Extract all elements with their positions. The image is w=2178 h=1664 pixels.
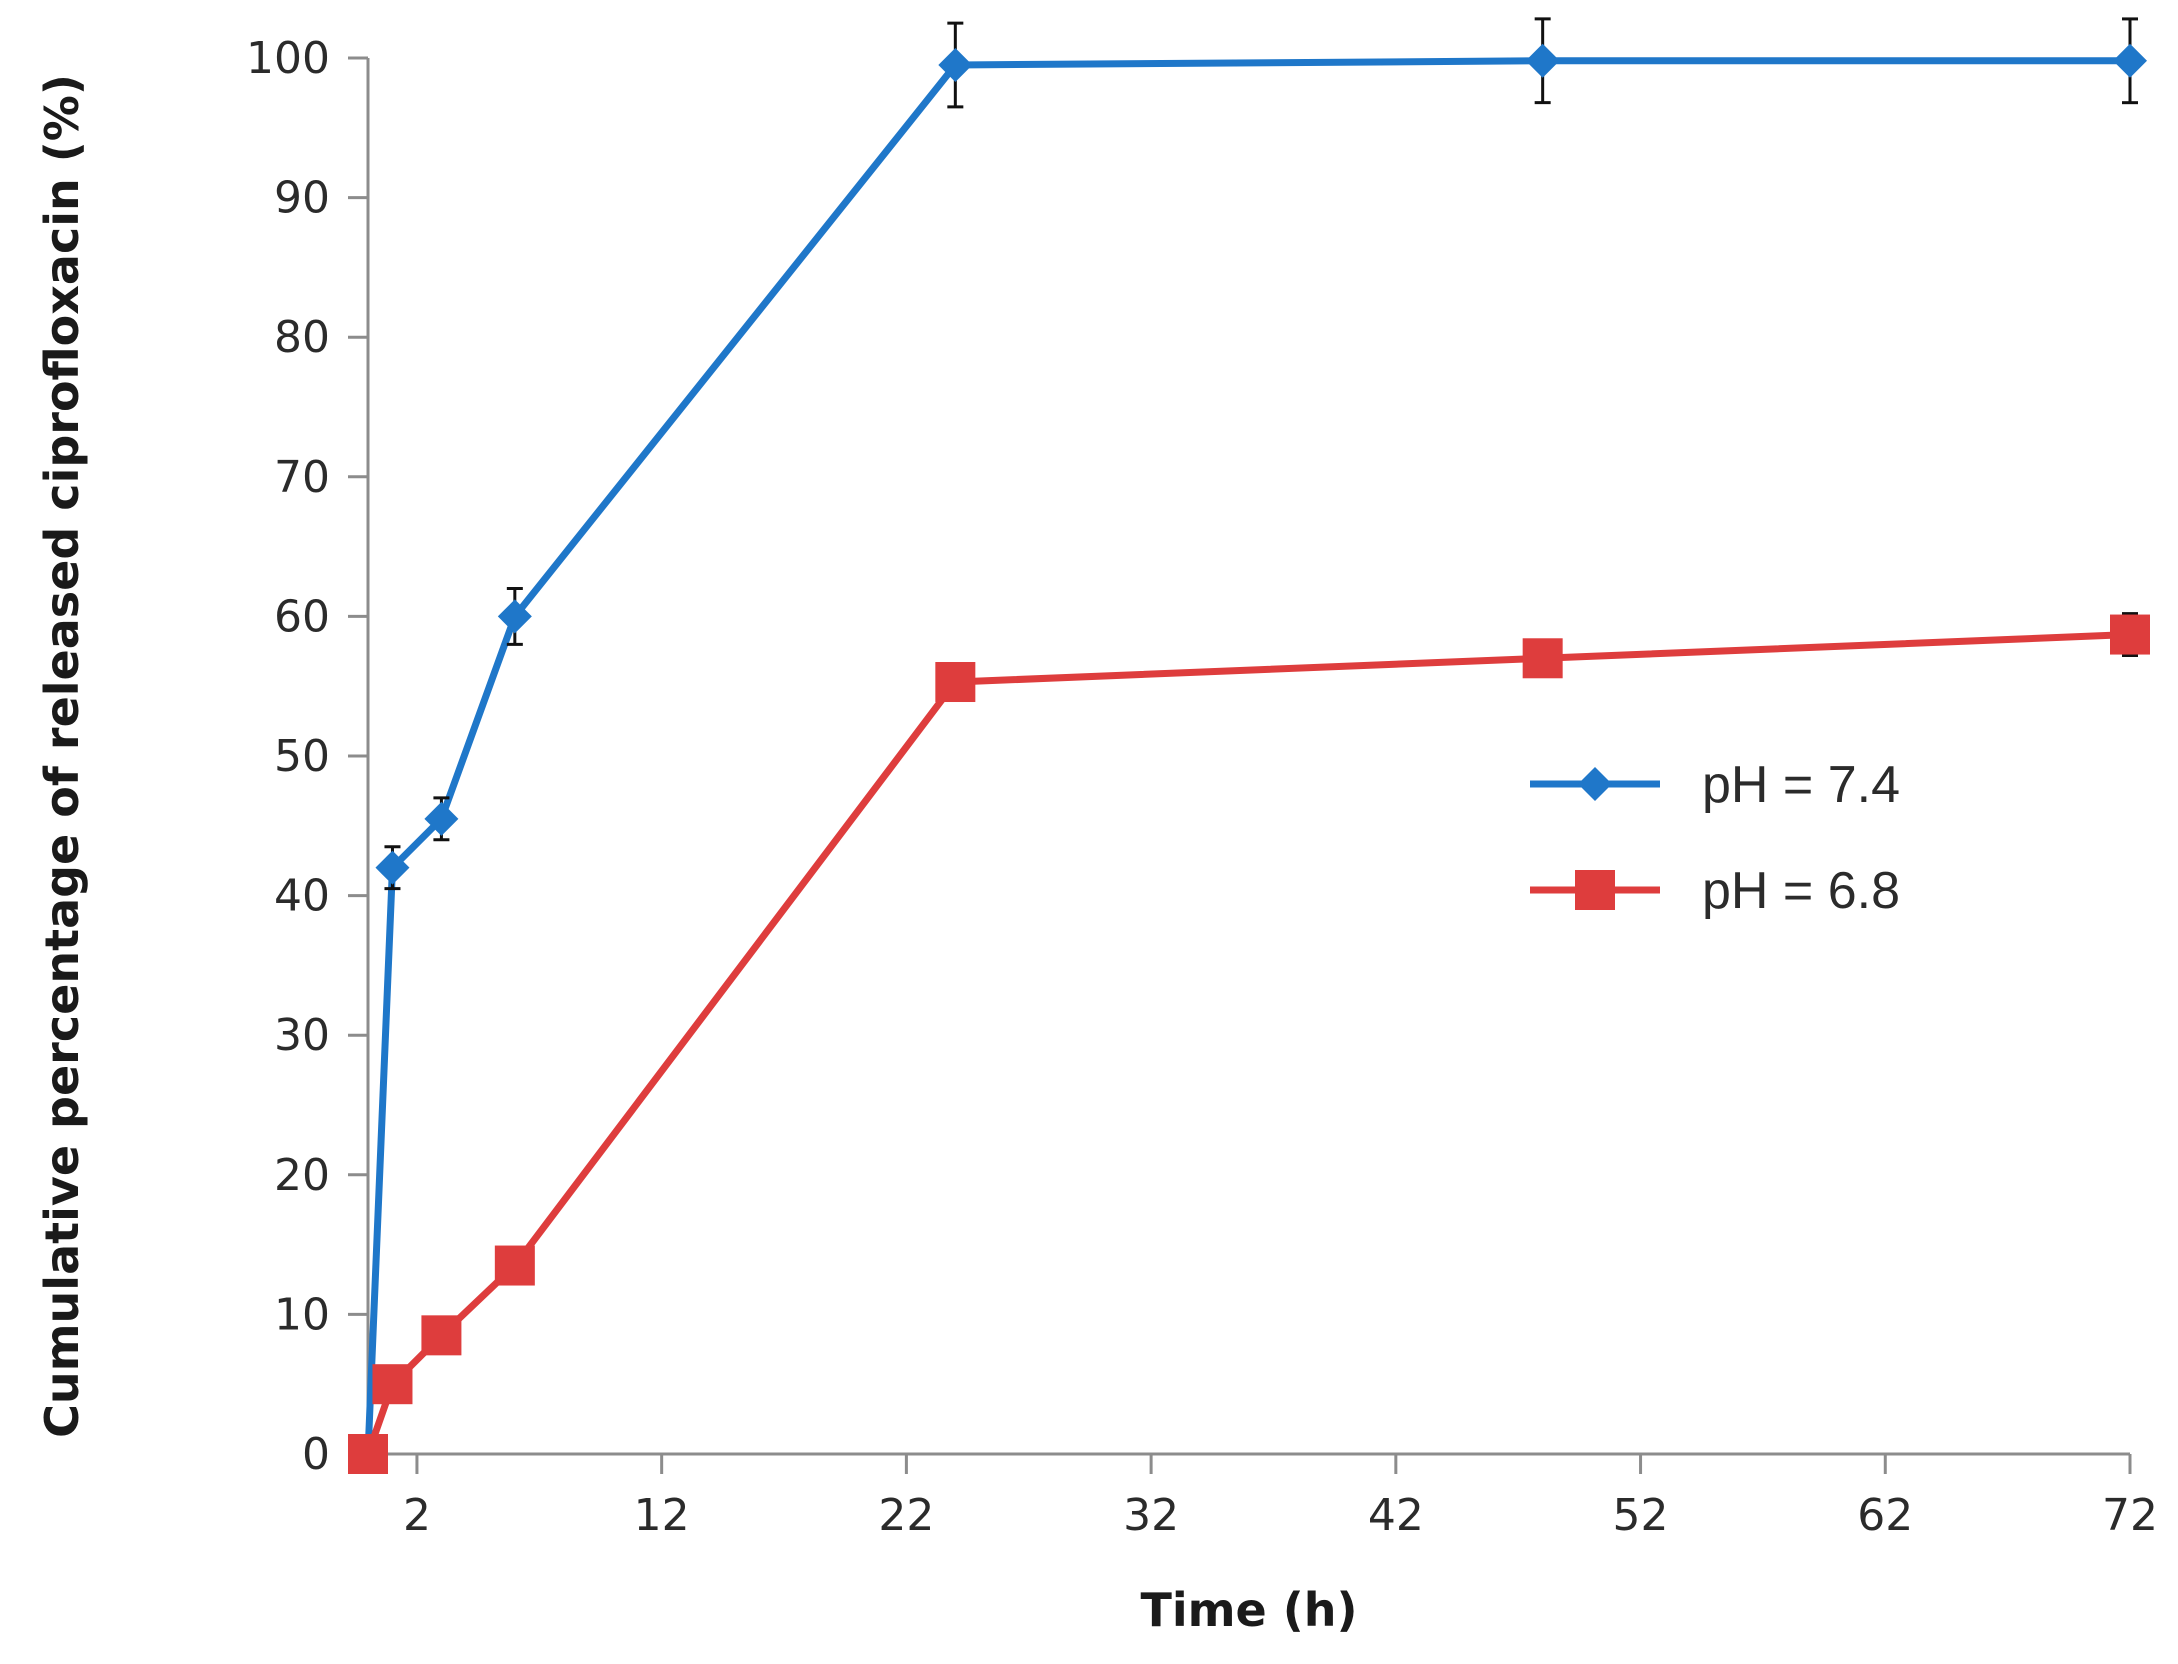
ticks: 0 10 20 30 40 50 60 70 80 90 100 2 12 22 32 42 52 62 72 <box>246 33 2158 1541</box>
data-point <box>1525 43 1560 78</box>
legend-marker <box>1575 870 1615 910</box>
data-point <box>1522 638 1563 679</box>
series-ph-6-8 <box>348 612 2150 1474</box>
x-tick-label: 62 <box>1857 1490 1913 1541</box>
x-tick-label: 22 <box>878 1490 934 1541</box>
legend: pH = 7.4 pH = 6.8 <box>1530 756 1900 920</box>
x-tick-label: 2 <box>403 1490 431 1541</box>
x-tick-label: 32 <box>1123 1490 1179 1541</box>
data-point <box>938 47 973 82</box>
data-point <box>421 1315 462 1356</box>
y-tick-label: 100 <box>246 33 330 84</box>
series-ph-7-4 <box>351 17 2147 1471</box>
x-tick-label: 52 <box>1613 1490 1669 1541</box>
series <box>348 17 2150 1474</box>
y-tick-label: 90 <box>274 173 330 224</box>
y-tick-label: 20 <box>274 1150 330 1201</box>
legend-entry: pH = 7.4 <box>1530 756 1900 814</box>
legend-entry: pH = 6.8 <box>1530 862 1900 920</box>
y-tick-label: 80 <box>274 312 330 363</box>
y-tick-label: 30 <box>274 1010 330 1061</box>
data-point <box>2113 43 2147 78</box>
y-tick-label: 70 <box>274 452 330 503</box>
data-point <box>2110 614 2150 655</box>
legend-label: pH = 7.4 <box>1702 756 1900 814</box>
y-axis-title: Cumulative percentage of released ciprof… <box>35 74 89 1438</box>
data-point <box>494 1245 535 1286</box>
y-tick-label: 60 <box>274 591 330 642</box>
data-point <box>935 662 976 703</box>
x-axis-title: Time (h) <box>1140 1583 1357 1637</box>
y-tick-label: 50 <box>274 731 330 782</box>
data-point <box>424 801 459 836</box>
legend-marker <box>1578 767 1612 801</box>
y-tick-label: 0 <box>302 1429 330 1480</box>
x-tick-label: 12 <box>634 1490 690 1541</box>
x-tick-label: 42 <box>1368 1490 1424 1541</box>
data-point <box>372 1364 413 1405</box>
data-point <box>497 599 532 634</box>
legend-label: pH = 6.8 <box>1702 862 1900 920</box>
data-point <box>348 1434 388 1474</box>
y-tick-label: 10 <box>274 1289 330 1340</box>
data-point <box>375 850 410 885</box>
x-tick-label: 72 <box>2102 1490 2158 1541</box>
y-tick-label: 40 <box>274 871 330 922</box>
